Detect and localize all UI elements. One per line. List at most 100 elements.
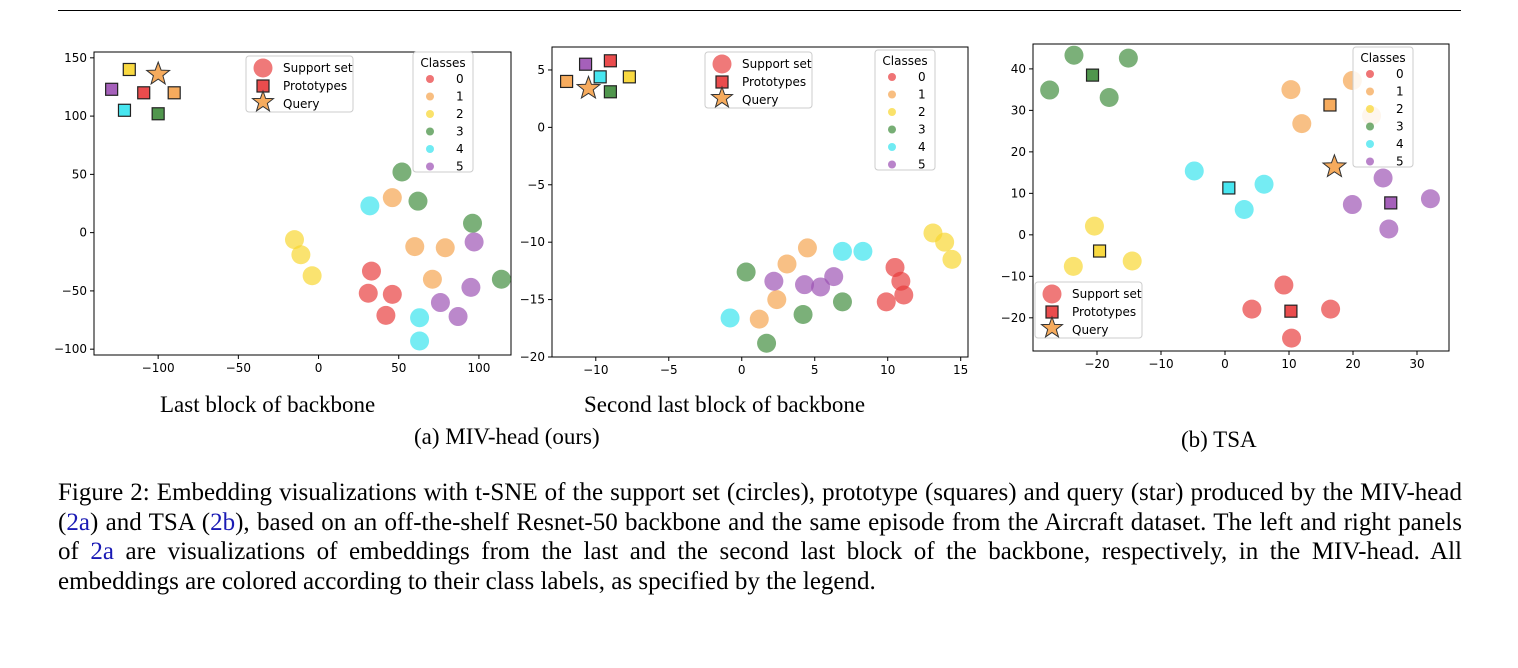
classes-legend-label: 2 — [918, 105, 926, 119]
prototype-point — [603, 85, 617, 99]
subtitle-group-a: (a) MIV-head (ours) — [414, 424, 600, 449]
y-tick-label: 20 — [1011, 145, 1026, 159]
classes-legend — [1352, 46, 1414, 168]
support-point — [408, 191, 428, 211]
support-point — [382, 284, 402, 304]
classes-legend-label: 0 — [1396, 67, 1404, 81]
marker-legend — [704, 51, 813, 109]
classes-legend-title: Classes — [420, 56, 465, 70]
marker-legend-prototypes: Prototypes — [1072, 305, 1136, 319]
support-point — [435, 238, 455, 258]
marker-legend-star — [710, 85, 734, 109]
support-point — [1420, 189, 1440, 209]
support-point — [358, 283, 378, 303]
x-tick-label: −50 — [226, 361, 251, 375]
prototype-point — [167, 86, 181, 100]
support-point — [405, 237, 425, 257]
marker-legend-query: Query — [742, 93, 778, 107]
caption-text-4: are visualizations of embeddings from th… — [58, 538, 1463, 595]
classes-legend-label: 3 — [1396, 120, 1404, 134]
prototype-point — [1323, 98, 1337, 112]
support-point — [767, 290, 787, 310]
support-point — [797, 238, 817, 258]
marker-legend-star — [251, 89, 275, 113]
y-tick-label: −50 — [62, 284, 87, 298]
subtitle-last-block: Last block of backbone — [160, 392, 376, 417]
support-point — [1281, 80, 1301, 100]
classes-legend — [412, 51, 474, 173]
classes-legend-label: 2 — [1396, 102, 1404, 116]
x-tick-label: 0 — [738, 363, 746, 377]
caption-ref-2b[interactable]: 2b — [210, 508, 236, 536]
support-point — [793, 305, 813, 325]
x-tick-label: 10 — [1281, 357, 1296, 371]
x-tick-label: −20 — [1084, 357, 1109, 371]
x-tick-label: 100 — [467, 361, 490, 375]
classes-legend-label: 3 — [918, 123, 926, 137]
x-tick-label: −5 — [660, 363, 678, 377]
support-point — [1292, 114, 1312, 134]
marker-legend — [1034, 281, 1143, 339]
y-tick-label: 150 — [64, 51, 87, 65]
support-point — [749, 309, 769, 329]
x-tick-label: 0 — [315, 361, 323, 375]
classes-legend-label: 4 — [918, 140, 926, 154]
support-point — [422, 269, 442, 289]
support-point — [392, 162, 412, 182]
classes-legend-label: 2 — [456, 107, 464, 121]
marker-legend — [245, 55, 354, 113]
caption-ref-2a[interactable]: 2a — [66, 508, 90, 536]
x-tick-label: 5 — [811, 363, 819, 377]
support-point — [894, 285, 914, 305]
subtitle-group-b: (b) TSA — [1181, 427, 1257, 452]
marker-legend-circle — [253, 58, 273, 78]
x-tick-label: 0 — [1221, 357, 1229, 371]
caption-ref-2a-second[interactable]: 2a — [90, 538, 114, 565]
classes-legend-dot — [1366, 122, 1374, 131]
classes-legend-label: 0 — [456, 72, 464, 86]
classes-legend-dot — [426, 145, 434, 153]
classes-legend-dot — [1366, 70, 1374, 78]
classes-legend-dot — [888, 90, 896, 99]
classes-legend-dot — [426, 92, 434, 101]
marker-legend-star — [1040, 315, 1064, 339]
x-tick-label: 15 — [953, 363, 968, 377]
classes-legend-title: Classes — [882, 54, 927, 68]
prototype-point — [1092, 244, 1107, 258]
classes-legend-label: 5 — [456, 160, 464, 174]
support-point — [777, 254, 797, 274]
classes-legend-label: 5 — [1396, 155, 1404, 169]
top-rule — [58, 10, 1461, 11]
support-point — [464, 232, 484, 252]
prototype-point — [1222, 181, 1236, 195]
support-point — [1084, 216, 1104, 236]
classes-legend-dot — [888, 143, 896, 151]
support-point — [764, 271, 784, 291]
support-point — [736, 262, 756, 282]
support-point — [811, 277, 831, 297]
y-tick-label: 0 — [1018, 228, 1026, 242]
classes-legend-label: 1 — [1396, 85, 1404, 99]
prototype-point — [1284, 304, 1298, 318]
classes-legend-dot — [1366, 140, 1374, 148]
y-tick-label: −15 — [520, 293, 545, 307]
y-tick-label: 40 — [1011, 62, 1026, 76]
support-point — [1040, 80, 1060, 100]
subtitle-second-last-block: Second last block of backbone — [584, 392, 866, 417]
classes-legend-label: 1 — [456, 90, 464, 104]
classes-legend-dot — [888, 125, 896, 134]
query-point — [1321, 153, 1348, 178]
figure-caption: Figure 2: Embedding visualizations with … — [58, 478, 1462, 596]
support-point — [1254, 174, 1274, 194]
prototype-point — [117, 103, 132, 117]
prototype-point — [151, 107, 165, 121]
x-tick-label: −100 — [142, 361, 175, 375]
classes-legend-dot — [888, 160, 896, 169]
support-point — [757, 333, 777, 353]
y-tick-label: 100 — [64, 109, 87, 123]
prototype-point — [1384, 196, 1398, 210]
support-point — [430, 293, 450, 313]
caption-text-1: Figure 2: Embedding visualizations with … — [58, 479, 1462, 536]
prototype-point — [578, 57, 593, 71]
y-tick-label: −10 — [520, 235, 545, 249]
